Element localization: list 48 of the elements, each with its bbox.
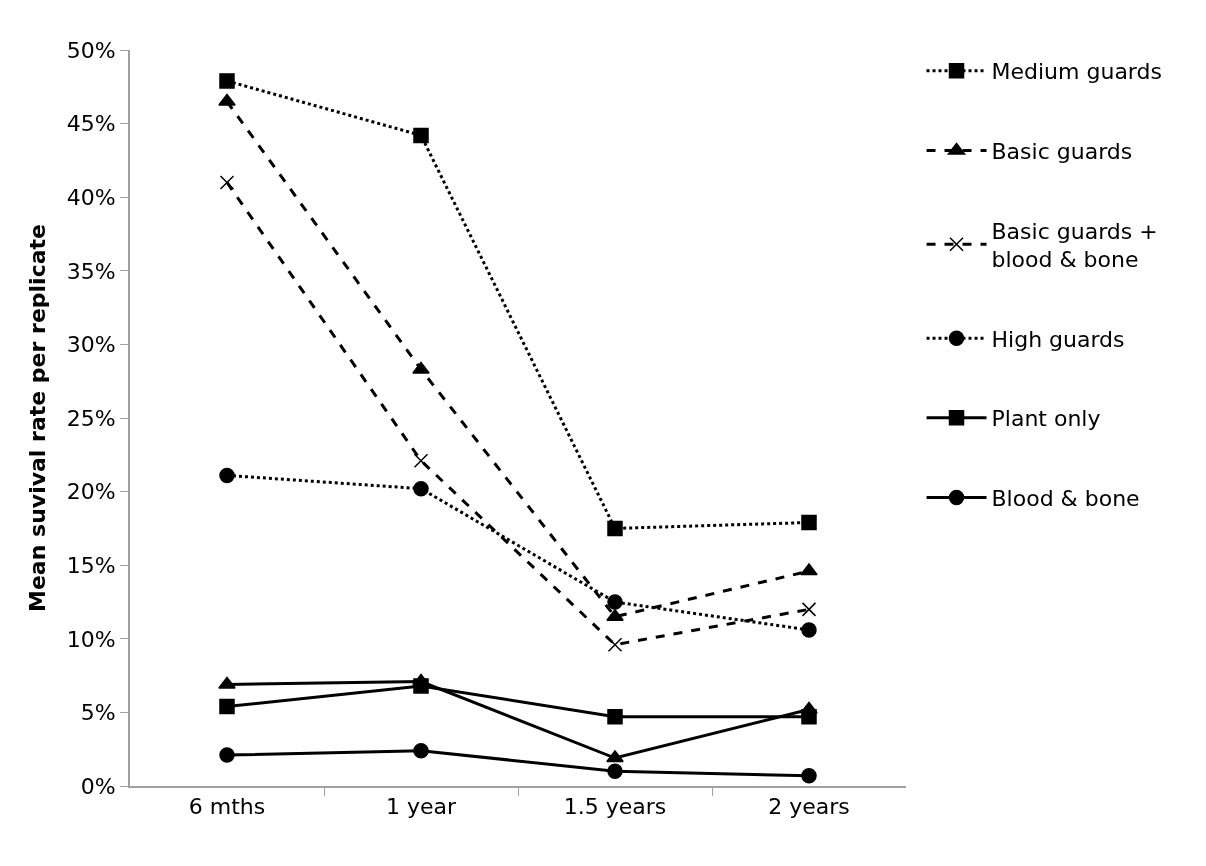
x-tick-label: 6 mths xyxy=(188,794,266,820)
point xyxy=(219,73,235,89)
point xyxy=(607,637,623,652)
point xyxy=(219,175,235,190)
y-tick-label: 20% xyxy=(66,479,116,505)
y-tick-label: 10% xyxy=(66,626,116,652)
point xyxy=(607,763,623,780)
point xyxy=(412,361,430,374)
point xyxy=(413,453,429,468)
y-tick-label: 45% xyxy=(66,111,116,137)
legend-label: Basic guards xyxy=(991,138,1133,164)
point xyxy=(607,709,623,725)
legend-label: Basic guards + blood & bone xyxy=(991,218,1158,273)
point xyxy=(413,742,429,759)
x-tick-label: 2 years xyxy=(768,794,850,820)
y-tick-label: 35% xyxy=(66,258,116,284)
point xyxy=(413,480,429,497)
point xyxy=(801,622,817,638)
y-tick-label: 50% xyxy=(66,37,116,63)
point xyxy=(801,767,817,784)
y-axis-title: Mean suvival rate per replicate xyxy=(24,224,50,612)
point xyxy=(218,676,236,689)
legend-label: Medium guards xyxy=(991,59,1162,85)
y-tick-label: 40% xyxy=(66,184,116,210)
point xyxy=(606,750,624,763)
point xyxy=(801,602,817,617)
point xyxy=(413,127,429,144)
point xyxy=(800,563,818,576)
point xyxy=(607,520,623,537)
point xyxy=(606,608,624,621)
y-tick-label: 15% xyxy=(66,552,116,578)
y-tick-label: 25% xyxy=(66,405,116,431)
y-tick-label: 5% xyxy=(80,700,116,726)
point xyxy=(219,467,235,484)
legend-label: Plant only xyxy=(991,406,1101,432)
point xyxy=(607,594,623,610)
x-tick-label: 1.5 years xyxy=(563,794,667,820)
x-tick-label: 1 year xyxy=(385,794,457,820)
point xyxy=(218,93,236,106)
point xyxy=(801,514,817,531)
point xyxy=(800,701,818,714)
y-tick-label: 30% xyxy=(66,332,116,358)
point xyxy=(219,747,235,763)
y-tick-label: 0% xyxy=(80,773,116,799)
point xyxy=(219,698,235,715)
legend-label: High guards xyxy=(991,326,1125,352)
point xyxy=(412,673,430,686)
legend-label: Blood & bone xyxy=(991,485,1140,511)
